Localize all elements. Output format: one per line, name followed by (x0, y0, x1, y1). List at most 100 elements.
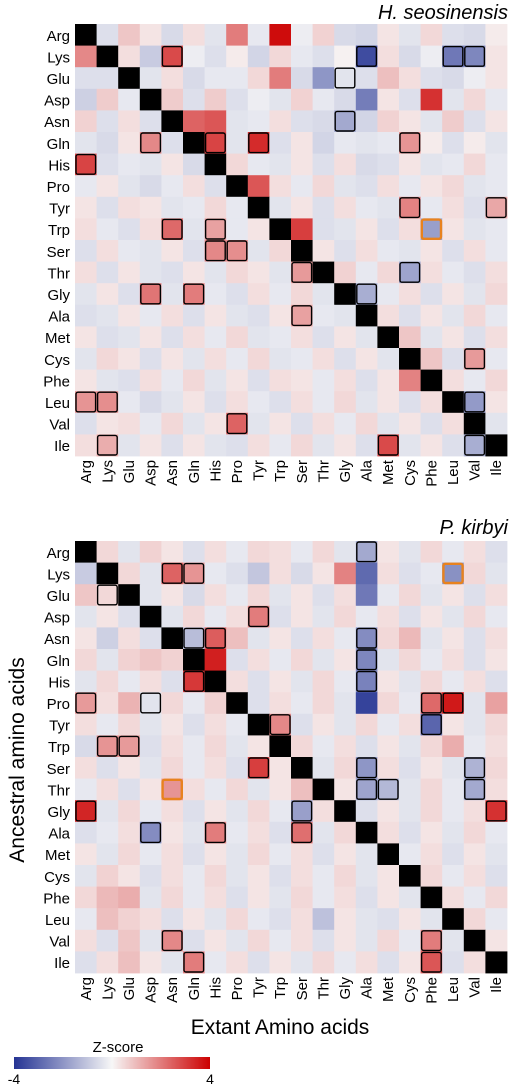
heatmap-cell (399, 886, 421, 909)
heatmap-cell (399, 261, 421, 284)
heatmap-cell (355, 670, 378, 693)
heatmap-cell (377, 24, 400, 46)
heatmap-cell (463, 304, 486, 327)
heatmap-cell (463, 692, 486, 715)
heatmap-cell (247, 951, 270, 974)
heatmap-cell (334, 821, 357, 844)
col-tick-label: Gln (186, 977, 203, 1000)
heatmap-cell (75, 886, 97, 909)
heatmap-cell (485, 800, 508, 823)
heatmap-cell (161, 800, 184, 823)
heatmap-cell (312, 951, 335, 974)
heatmap-cell (161, 67, 184, 90)
heatmap-diagonal-cell (118, 584, 141, 607)
heatmap-cell (463, 865, 486, 887)
heatmap-cell (96, 757, 119, 779)
heatmap-cell (183, 153, 205, 176)
heatmap-cell (485, 562, 508, 585)
heatmap-cell (139, 886, 162, 909)
heatmap-cell (312, 541, 335, 563)
heatmap-diagonal-cell (161, 627, 184, 650)
heatmap-cell (247, 843, 270, 866)
heatmap-cell (204, 261, 227, 284)
heatmap-cell (463, 886, 486, 909)
heatmap-cell (377, 132, 400, 154)
heatmap-cell (96, 391, 119, 414)
heatmap-cell (75, 929, 97, 952)
heatmap-cell (226, 821, 249, 844)
heatmap-cell (75, 218, 97, 241)
heatmap-cell (291, 886, 313, 909)
heatmap-cell (226, 261, 249, 284)
heatmap-cell (118, 929, 141, 952)
heatmap-cell (75, 391, 97, 414)
heatmap-cell (334, 218, 357, 241)
significant-cell-outline (75, 153, 97, 175)
heatmap-cell (399, 24, 421, 46)
heatmap-cell (485, 196, 508, 219)
heatmap-cell (118, 240, 141, 262)
heatmap-cell (291, 218, 313, 241)
heatmap-cell (420, 541, 443, 563)
heatmap-cell (161, 584, 184, 607)
heatmap-cell (355, 412, 378, 435)
heatmap-cell (183, 800, 205, 823)
heatmap-cell (204, 196, 227, 219)
heatmap-cell (442, 132, 465, 154)
heatmap-cell (269, 605, 292, 628)
heatmap-cell (312, 326, 335, 349)
row-tick-label: Val (49, 417, 70, 434)
heatmap-cell (355, 434, 378, 457)
row-tick-label: Pro (47, 696, 70, 713)
heatmap-cell (463, 778, 486, 801)
heatmap-cell (399, 45, 421, 68)
heatmap-cell (420, 196, 443, 219)
heatmap-cell (291, 713, 313, 736)
heatmap-cell (463, 132, 486, 154)
heatmap-cell (442, 800, 465, 823)
col-tick-label: Lys (99, 977, 116, 1000)
heatmap-cell (269, 88, 292, 111)
row-tick-label: Trp (48, 222, 70, 239)
heatmap-cell (183, 369, 205, 392)
heatmap-cell (139, 865, 162, 887)
significant-cell-outline (356, 283, 378, 305)
heatmap-cell (118, 175, 141, 198)
heatmap-cell (334, 692, 357, 715)
heatmap-cell (75, 326, 97, 349)
heatmap-cell (204, 562, 227, 585)
heatmap-cell (96, 605, 119, 628)
heatmap-cell (161, 821, 184, 844)
row-tick-label: Pro (47, 179, 70, 196)
heatmap-cell (75, 88, 97, 111)
heatmap-cell (485, 88, 508, 111)
heatmap-cell (204, 132, 227, 154)
heatmap-cell (226, 562, 249, 585)
row-tick-label: Gly (48, 804, 71, 821)
heatmap-cell (463, 649, 486, 671)
heatmap-cell (118, 562, 141, 585)
heatmap-cell (312, 929, 335, 952)
heatmap-cell (291, 627, 313, 650)
heatmap-cell (485, 348, 508, 370)
heatmap-cell (420, 584, 443, 607)
heatmap-cell (442, 348, 465, 370)
heatmap-cell (226, 951, 249, 974)
heatmap-cell (226, 800, 249, 823)
heatmap-cell (75, 821, 97, 844)
heatmap-cell (247, 218, 270, 241)
heatmap-cell (485, 67, 508, 90)
col-tick-label: His (207, 977, 224, 999)
heatmap-cell (161, 562, 184, 585)
significant-cell-outline (291, 305, 313, 327)
heatmap-cell (463, 843, 486, 866)
significant-cell-outline (183, 562, 205, 584)
heatmap-cell (226, 153, 249, 176)
heatmap-cell (139, 541, 162, 563)
heatmap-cell (463, 757, 486, 779)
heatmap-cell (226, 735, 249, 758)
significant-cell-outline (204, 240, 226, 262)
heatmap-cell (334, 348, 357, 370)
heatmap-cell (377, 434, 400, 457)
significant-cell-outline (140, 692, 162, 714)
